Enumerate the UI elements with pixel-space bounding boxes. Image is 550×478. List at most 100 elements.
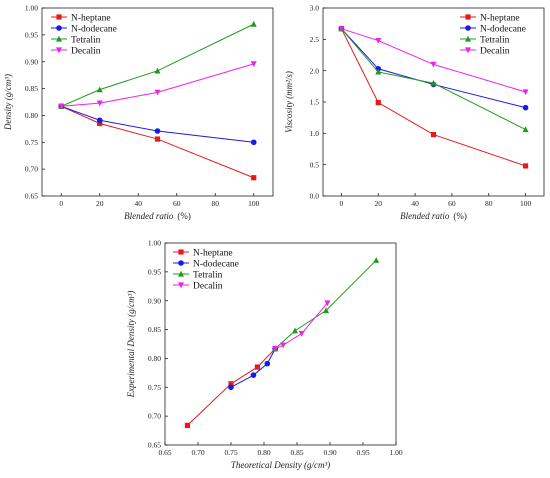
series-decalin xyxy=(338,26,529,96)
x-tick-label: 0 xyxy=(59,199,63,208)
y-tick-label: 3.0 xyxy=(310,4,320,13)
legend-label: Decalin xyxy=(193,281,223,291)
data-point xyxy=(58,103,65,110)
y-tick-label: 1.00 xyxy=(148,239,161,248)
legend-swatch-marker xyxy=(465,35,471,42)
data-point xyxy=(251,175,257,181)
legend-entry: Decalin xyxy=(173,281,223,291)
series-line xyxy=(61,63,254,107)
x-axis-label: Theoretical Density (g/cm³) xyxy=(231,460,330,470)
data-point xyxy=(154,136,161,142)
data-point xyxy=(298,331,305,337)
plot-frame xyxy=(322,7,545,197)
x-tick-label: 0 xyxy=(340,199,344,208)
y-tick-label: 0.65 xyxy=(25,192,38,201)
y-tick-label: 0.5 xyxy=(310,160,320,169)
data-point xyxy=(250,20,257,27)
y-tick-label: 0.65 xyxy=(148,441,161,450)
x-axis-label: Blended ratio (%) xyxy=(124,211,191,221)
series-line xyxy=(275,302,328,350)
legend-label: Tetralin xyxy=(71,35,101,45)
data-point xyxy=(96,117,103,124)
data-point xyxy=(272,346,279,352)
legend-swatch-marker xyxy=(465,47,471,54)
data-point xyxy=(292,327,299,334)
legend-label: Tetralin xyxy=(193,270,223,280)
series-line xyxy=(61,105,254,179)
data-point xyxy=(324,300,331,307)
series-n-heptane xyxy=(58,103,257,181)
y-axis-label: Viscosity (mm²/s) xyxy=(284,71,294,133)
legend-entry: Tetralin xyxy=(173,270,223,280)
data-point xyxy=(373,257,380,263)
legend-label: N-heptane xyxy=(193,248,233,258)
x-tick-label: 0.90 xyxy=(323,448,336,457)
y-tick-label: 0.80 xyxy=(25,111,38,120)
legend-swatch-marker xyxy=(56,25,62,31)
legend-label: N-heptane xyxy=(71,13,111,23)
data-point xyxy=(254,364,260,370)
data-point xyxy=(430,131,437,138)
legend-label: Decalin xyxy=(480,46,510,56)
x-tick-label: 20 xyxy=(96,199,104,208)
y-tick-label: 0.70 xyxy=(148,412,161,421)
legend-swatch-marker xyxy=(56,14,62,20)
y-tick-label: 0.90 xyxy=(25,57,38,66)
legend-entry: Tetralin xyxy=(460,35,510,45)
x-axis-label: Blended ratio (%) xyxy=(400,211,467,221)
series-line xyxy=(341,28,526,93)
y-tick-label: 1.5 xyxy=(310,98,320,107)
y-axis-label: Experimental Density (g/cm³) xyxy=(126,291,136,399)
x-tick-label: 100 xyxy=(520,199,532,208)
x-tick-label: 80 xyxy=(485,199,493,208)
x-tick-label: 0.65 xyxy=(158,448,171,457)
data-point xyxy=(228,381,234,387)
series-line xyxy=(274,259,377,349)
legend-label: N-dodecane xyxy=(71,24,117,34)
chart-viscosity: 0 20 40 60 80 100 0.0 0.5 1.0 1.5 2.0 2.5 3.0 Blended… xyxy=(284,4,545,221)
legend-swatch-marker xyxy=(178,249,184,255)
data-point xyxy=(154,67,161,74)
chart-density: 0 20 40 60 80 100 0.65 0.70 0.75 0.80 0.85 0.90 0.95… xyxy=(3,4,274,221)
legend-swatch-marker xyxy=(56,35,62,42)
series-line xyxy=(61,23,254,107)
x-tick-label: 0.75 xyxy=(224,448,237,457)
legend-entry: Decalin xyxy=(51,46,101,56)
series-line xyxy=(341,28,526,109)
x-tick-label: 0.85 xyxy=(290,448,303,457)
data-point xyxy=(338,26,345,32)
y-tick-label: 0.85 xyxy=(25,84,38,93)
y-tick-label: 0.95 xyxy=(25,30,38,39)
data-point xyxy=(430,80,437,86)
y-axis-label: Density (g/cm³) xyxy=(3,74,13,131)
x-tick-label: 100 xyxy=(248,199,260,208)
data-point xyxy=(375,100,381,106)
legend-swatch-marker xyxy=(56,47,62,54)
legend-swatch-marker xyxy=(178,270,184,277)
legend-swatch-marker xyxy=(178,260,184,266)
x-tick-label: 0.70 xyxy=(191,448,204,457)
data-point xyxy=(154,128,161,134)
series-line xyxy=(230,348,276,388)
data-point xyxy=(154,89,161,96)
series-tetralin xyxy=(272,257,380,352)
x-tick-label: 40 xyxy=(135,199,143,208)
data-point xyxy=(522,89,529,96)
x-tick-label: 1.00 xyxy=(389,448,402,457)
legend-label: N-dodecane xyxy=(193,259,239,269)
data-point xyxy=(280,342,287,349)
series-decalin xyxy=(58,61,257,110)
y-tick-label: 2.0 xyxy=(310,66,320,75)
y-tick-label: 0.80 xyxy=(148,354,161,363)
data-point xyxy=(228,384,234,391)
series-line xyxy=(187,348,276,426)
x-tick-label: 60 xyxy=(173,199,181,208)
data-point xyxy=(250,139,257,146)
y-tick-label: 2.5 xyxy=(310,35,320,44)
data-point xyxy=(323,307,330,314)
legend-swatch-marker xyxy=(178,282,184,289)
y-tick-label: 0.75 xyxy=(148,383,161,392)
series-line xyxy=(340,28,526,167)
